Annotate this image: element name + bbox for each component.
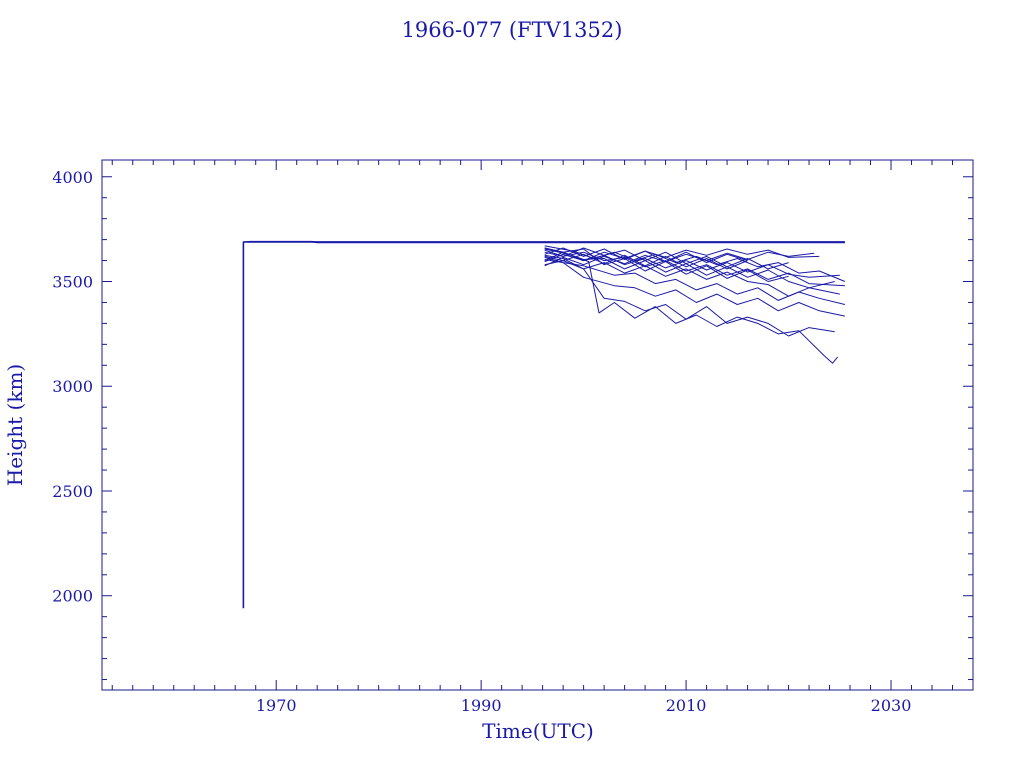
debris-line-4	[544, 259, 846, 317]
x-tick-label: 2030	[871, 696, 912, 715]
y-tick-label: 2500	[52, 482, 93, 501]
x-tick-label: 1990	[461, 696, 502, 715]
debris-line-13	[544, 247, 748, 264]
x-axis-ticks: 1970 1990 2010 2030	[111, 160, 974, 715]
x-axis-label: Time(UTC)	[482, 719, 594, 743]
y-tick-label: 3000	[52, 377, 93, 396]
debris-line-16	[544, 251, 835, 289]
debris-line-9	[544, 245, 846, 282]
chart-title: 1966-077 (FTV1352)	[402, 18, 623, 42]
parent-orbit-line	[242, 240, 845, 609]
y-axis-ticks: 2000 2500 3000 3500 4000	[52, 168, 973, 681]
y-tick-label: 3500	[52, 273, 93, 292]
debris-line-7	[544, 251, 845, 287]
y-tick-label: 2000	[52, 587, 93, 606]
x-tick-label: 2010	[666, 696, 707, 715]
debris-line-15	[544, 253, 748, 270]
series-group	[242, 240, 846, 609]
debris-line-12	[544, 247, 789, 270]
debris-line-6	[544, 260, 840, 297]
debris-line-14	[544, 247, 789, 282]
x-tick-label: 1970	[256, 696, 297, 715]
y-tick-label: 4000	[52, 168, 93, 187]
y-axis-label: Height (km)	[3, 364, 27, 486]
plot-frame	[101, 159, 974, 691]
debris-line-2	[544, 248, 839, 364]
